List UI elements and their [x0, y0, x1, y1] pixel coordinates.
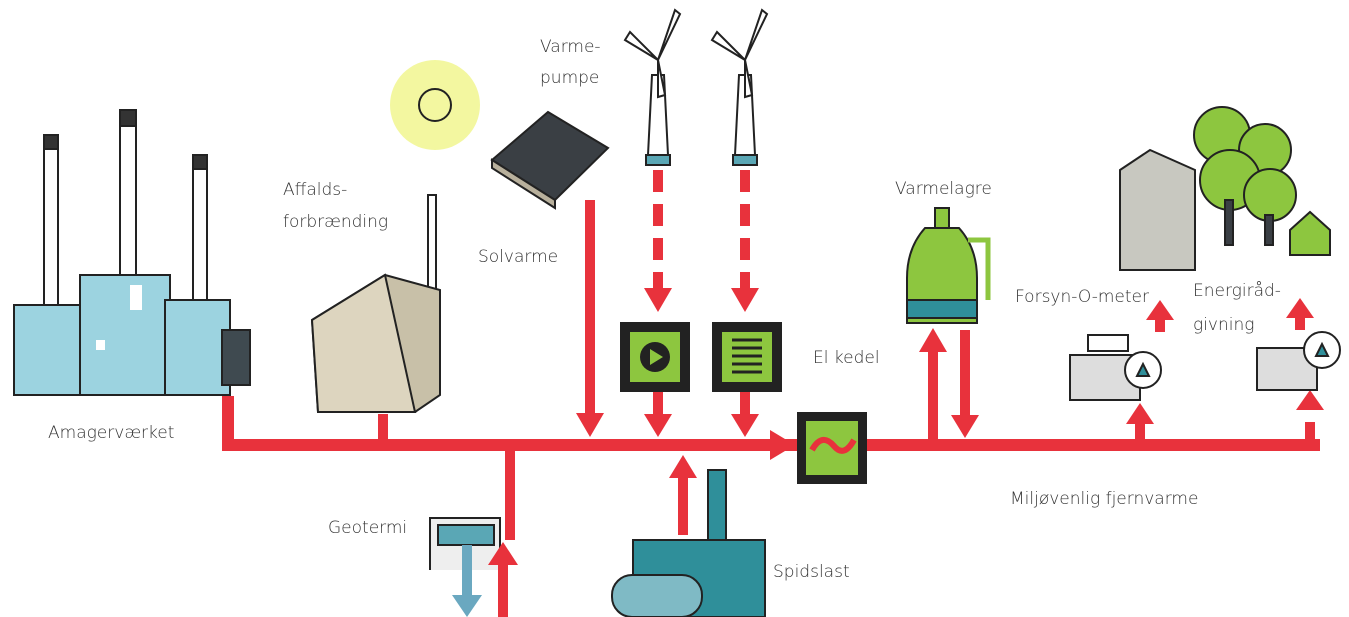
waste-plant	[310, 194, 441, 413]
labels: Amagerværket Affalds- forbrænding Solvar…	[48, 37, 1281, 582]
label: Spidslast	[773, 562, 850, 582]
label: Amagerværket	[48, 423, 174, 443]
heat-storage	[906, 207, 991, 324]
houses	[1119, 106, 1331, 271]
meters	[1069, 331, 1341, 401]
label: Miljøvenlig fjernvarme	[1010, 489, 1198, 509]
electric-boiler	[797, 412, 867, 484]
peak-plant	[611, 469, 766, 617]
label: pumpe	[540, 68, 599, 88]
power-plant	[13, 109, 251, 396]
wind-turbines	[623, 8, 769, 166]
sun	[390, 60, 480, 150]
solar-panel	[490, 110, 610, 210]
label: Geotermi	[328, 518, 407, 538]
pipes	[222, 170, 1324, 540]
label: forbrænding	[283, 212, 388, 232]
label: Varme-	[540, 37, 601, 57]
label: Solvarme	[478, 247, 558, 267]
label: Varmelagre	[895, 179, 992, 199]
label: givning	[1193, 315, 1254, 335]
label: Energiråd-	[1193, 280, 1281, 301]
label: Forsyn-O-meter	[1015, 287, 1149, 307]
heat-pumps	[620, 322, 782, 392]
label: Affalds-	[283, 180, 347, 200]
label: El kedel	[813, 348, 880, 368]
geothermal	[429, 517, 518, 617]
